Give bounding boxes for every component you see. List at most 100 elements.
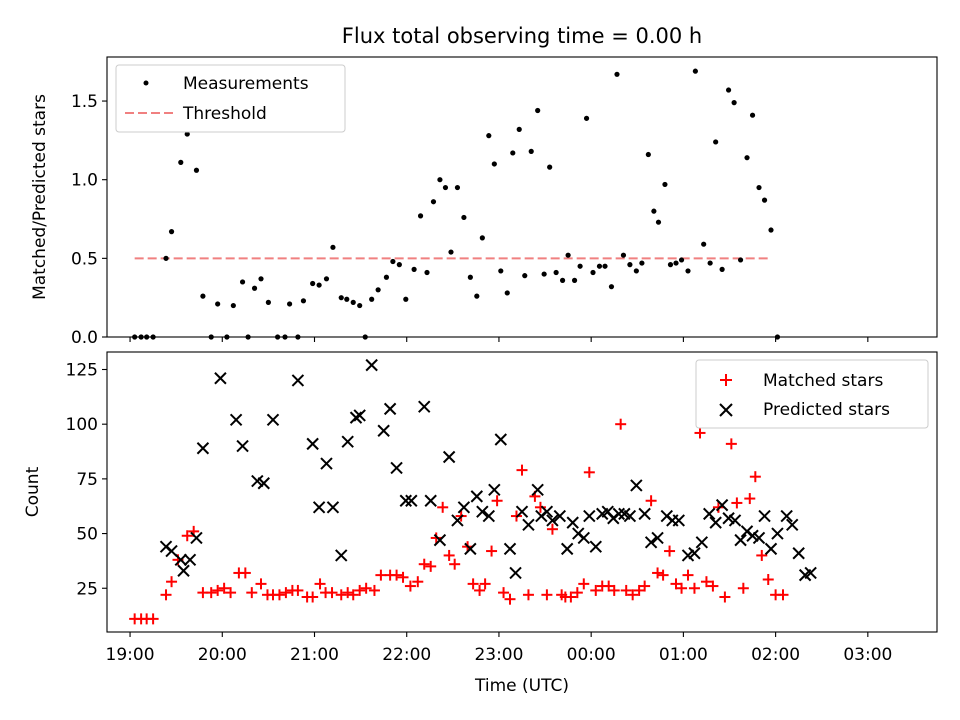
measurement-point xyxy=(731,100,737,106)
matched-star-points xyxy=(129,418,789,625)
measurement-point xyxy=(535,107,541,114)
measurement-point xyxy=(522,273,528,279)
matched-star-point xyxy=(449,558,461,570)
matched-star-point xyxy=(645,495,657,507)
matched-star-point xyxy=(368,584,380,596)
predicted-star-point xyxy=(214,372,227,385)
matched-star-point xyxy=(347,589,359,601)
matched-star-point xyxy=(652,567,664,579)
measurement-point xyxy=(461,214,467,221)
matched-star-point xyxy=(633,584,645,596)
matched-star-point xyxy=(491,495,503,507)
measurement-point xyxy=(744,155,750,161)
matched-star-point xyxy=(565,591,577,603)
measurement-point xyxy=(553,269,559,276)
predicted-star-point xyxy=(399,494,413,507)
measurement-point xyxy=(620,252,627,258)
predicted-star-point xyxy=(804,566,817,580)
matched-star-point xyxy=(749,471,761,483)
predicted-star-point xyxy=(229,413,243,427)
predicted-star-point xyxy=(780,509,793,523)
bottom-x-tick-label: 00:00 xyxy=(567,645,616,665)
predicted-star-point xyxy=(312,501,326,514)
predicted-star-point xyxy=(353,409,366,422)
matched-star-point xyxy=(707,580,719,592)
matched-star-point xyxy=(225,587,237,599)
predicted-star-point xyxy=(531,483,544,497)
predicted-star-point xyxy=(786,518,799,532)
matched-star-point xyxy=(700,576,712,588)
measurement-point xyxy=(725,87,732,93)
matched-star-point xyxy=(292,584,304,596)
bottom-y-tick-label: 100 xyxy=(66,415,98,435)
top-y-axis-label: Matched/Predicted stars xyxy=(30,94,50,300)
top-axes-frame xyxy=(106,56,938,338)
measurement-point xyxy=(424,269,430,276)
top-y-tick-label: 0.5 xyxy=(71,249,98,269)
measurement-point xyxy=(479,235,485,241)
measurement-point xyxy=(230,302,236,309)
predicted-star-point xyxy=(522,518,535,532)
matched-star-point xyxy=(467,578,479,590)
matched-star-point xyxy=(326,587,338,599)
measurement-point xyxy=(239,279,246,285)
measurement-point xyxy=(437,177,443,183)
matched-star-point xyxy=(620,584,632,596)
predicted-star-point xyxy=(418,400,431,413)
predicted-star-point xyxy=(703,507,716,521)
measurement-point xyxy=(486,133,492,139)
matched-star-point xyxy=(360,582,372,594)
matched-star-point xyxy=(498,587,510,599)
predicted-star-point xyxy=(771,527,784,540)
legend-predicted-marker xyxy=(719,403,733,417)
matched-star-point xyxy=(342,587,354,599)
matched-star-point xyxy=(486,545,498,557)
measurement-point xyxy=(357,302,363,309)
bottom-x-tick-label: 03:00 xyxy=(843,645,892,665)
predicted-star-point xyxy=(503,542,517,556)
bottom-legend-box xyxy=(695,359,929,429)
matched-star-point xyxy=(404,580,416,592)
bottom-x-axis-label: Time (UTC) xyxy=(474,676,569,696)
measurement-point xyxy=(193,167,200,173)
measurement-point xyxy=(474,293,480,299)
matched-star-point xyxy=(737,582,749,594)
measurement-point xyxy=(310,280,316,287)
matched-star-point xyxy=(603,580,615,592)
predicted-star-point xyxy=(464,542,477,556)
predicted-star-point xyxy=(546,514,559,527)
measurement-point xyxy=(417,213,424,219)
matched-star-point xyxy=(731,497,743,509)
matched-star-point xyxy=(160,589,172,601)
measurement-point xyxy=(701,241,707,247)
predicted-star-point xyxy=(612,507,626,521)
predicted-star-point xyxy=(734,533,747,547)
matched-star-point xyxy=(664,545,676,557)
predicted-star-point xyxy=(433,533,447,547)
measurement-point xyxy=(583,115,590,121)
bottom-x-tick-label: 21:00 xyxy=(290,645,339,665)
measurement-point xyxy=(719,266,725,272)
measurement-point xyxy=(330,244,336,250)
measurement-point xyxy=(692,68,698,74)
predicted-star-points xyxy=(159,358,817,582)
matched-star-point xyxy=(590,584,602,596)
predicted-star-point xyxy=(494,433,507,446)
predicted-star-point xyxy=(405,494,418,507)
predicted-star-point xyxy=(482,509,496,523)
measurement-point xyxy=(215,301,221,307)
matched-star-point xyxy=(762,574,774,585)
measurement-point xyxy=(251,285,258,291)
measurement-point xyxy=(571,277,578,283)
measurement-point xyxy=(627,262,633,268)
measurement-point xyxy=(673,260,679,266)
measurement-point xyxy=(749,112,756,118)
predicted-star-point xyxy=(672,514,685,527)
measurement-point xyxy=(430,199,437,205)
matched-star-point xyxy=(255,578,267,590)
measurement-point xyxy=(448,249,454,255)
bottom-y-tick-label: 25 xyxy=(76,579,98,599)
measurement-point xyxy=(602,263,608,269)
measurement-point xyxy=(163,255,169,261)
